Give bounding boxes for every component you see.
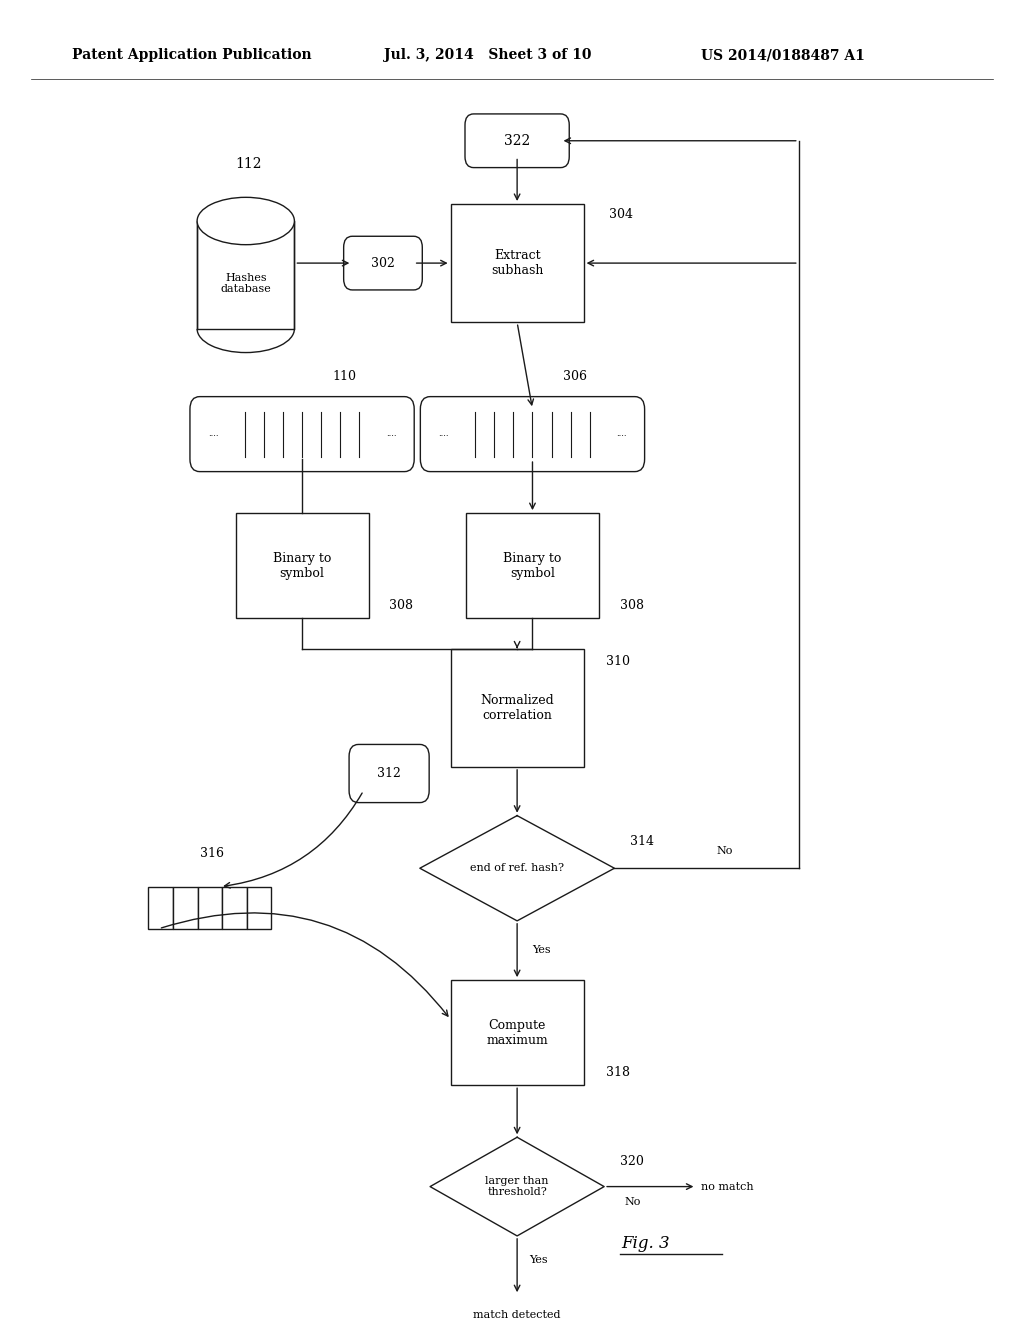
FancyBboxPatch shape (451, 979, 584, 1085)
FancyBboxPatch shape (349, 744, 429, 803)
Text: 318: 318 (606, 1065, 630, 1078)
Text: 302: 302 (371, 256, 395, 269)
Text: 306: 306 (563, 370, 587, 383)
Text: end of ref. hash?: end of ref. hash? (470, 863, 564, 874)
Bar (247, 887, 271, 929)
FancyBboxPatch shape (236, 513, 369, 618)
Bar (198, 887, 222, 929)
Polygon shape (420, 816, 614, 921)
Text: 304: 304 (609, 209, 633, 220)
Text: Yes: Yes (529, 1254, 548, 1265)
Text: Hashes
database: Hashes database (220, 273, 271, 294)
Text: ....: .... (616, 430, 627, 438)
Text: 110: 110 (333, 370, 356, 383)
FancyBboxPatch shape (466, 513, 599, 618)
Text: ....: .... (438, 430, 449, 438)
Text: match detected: match detected (473, 1309, 561, 1320)
FancyArrowPatch shape (224, 793, 362, 888)
FancyBboxPatch shape (421, 396, 645, 471)
Bar (222, 887, 247, 929)
Text: ....: .... (386, 430, 396, 438)
Text: 308: 308 (620, 599, 643, 611)
Text: no match: no match (701, 1181, 754, 1192)
Text: Extract
subhash: Extract subhash (490, 249, 544, 277)
Text: 308: 308 (389, 599, 413, 611)
Text: Jul. 3, 2014   Sheet 3 of 10: Jul. 3, 2014 Sheet 3 of 10 (384, 49, 592, 62)
Text: Fig. 3: Fig. 3 (621, 1234, 670, 1251)
Text: 112: 112 (236, 157, 262, 172)
Text: Patent Application Publication: Patent Application Publication (72, 49, 311, 62)
Text: 316: 316 (200, 847, 223, 861)
Bar (148, 887, 173, 929)
Text: Binary to
symbol: Binary to symbol (272, 552, 332, 579)
FancyBboxPatch shape (451, 203, 584, 322)
Text: Compute
maximum: Compute maximum (486, 1019, 548, 1047)
Text: Binary to
symbol: Binary to symbol (503, 552, 562, 579)
Text: 310: 310 (606, 655, 630, 668)
Text: 320: 320 (620, 1155, 643, 1168)
Bar (173, 887, 198, 929)
Text: ....: .... (208, 430, 218, 438)
Text: No: No (625, 1197, 641, 1208)
Ellipse shape (197, 197, 295, 244)
Text: US 2014/0188487 A1: US 2014/0188487 A1 (701, 49, 865, 62)
Text: Yes: Yes (532, 945, 551, 956)
Polygon shape (430, 1138, 604, 1236)
Text: larger than
threshold?: larger than threshold? (485, 1176, 549, 1197)
Text: 314: 314 (630, 836, 653, 849)
Text: No: No (717, 846, 733, 857)
FancyBboxPatch shape (344, 236, 422, 290)
FancyArrowPatch shape (162, 913, 447, 1016)
FancyBboxPatch shape (451, 648, 584, 767)
Text: Normalized
correlation: Normalized correlation (480, 694, 554, 722)
FancyBboxPatch shape (189, 396, 414, 471)
Text: 312: 312 (377, 767, 401, 780)
FancyBboxPatch shape (465, 114, 569, 168)
Text: 322: 322 (504, 133, 530, 148)
Bar (197, 220, 295, 329)
